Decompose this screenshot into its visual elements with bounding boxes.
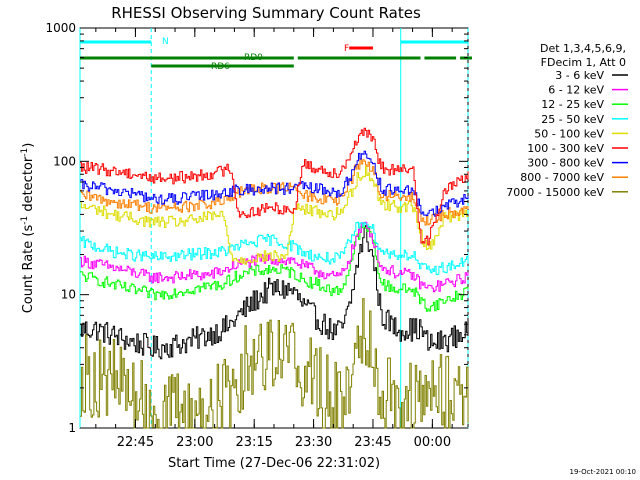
x-tick-label-0: 22:45: [117, 435, 154, 450]
y-tick-label-0: 1: [68, 421, 76, 435]
x-tick-label-1: 23:00: [176, 435, 213, 450]
series-line-6: [80, 150, 469, 217]
legend-label-8: 7000 - 15000 keV: [506, 186, 604, 199]
vertical-markers: [79, 28, 469, 428]
series-line-4: [80, 165, 469, 265]
series-line-3: [80, 221, 469, 276]
x-tick-label-2: 23:15: [235, 435, 272, 450]
legend-label-0: 3 - 6 keV: [555, 69, 604, 82]
flag-f-label: F: [344, 44, 349, 54]
flag-rd6-label: RD6: [211, 62, 230, 72]
x-tick-label-4: 23:45: [354, 435, 391, 450]
y-axis: 1 10 100 1000: [45, 21, 468, 435]
x-axis: 22:45 23:00 23:15 23:30 23:45 00:00: [95, 28, 453, 450]
legend-label-5: 100 - 300 keV: [527, 142, 604, 155]
y-tick-label-1: 10: [61, 288, 76, 302]
series-line-7: [80, 158, 469, 226]
y-axis-label: Count Rate (s-1 detector-1): [20, 143, 36, 314]
series-lines: [80, 127, 469, 429]
legend-label-2: 12 - 25 keV: [541, 98, 604, 111]
legend-label-6: 300 - 800 keV: [527, 157, 604, 170]
legend-header-2: FDecim 1, Att 0: [541, 56, 626, 69]
series-line-0: [80, 225, 469, 360]
x-tick-label-5: 00:00: [414, 435, 451, 450]
legend-label-1: 6 - 12 keV: [548, 84, 604, 97]
series-line-1: [80, 221, 469, 293]
legend: Det 1,3,4,5,6,9, FDecim 1, Att 0 3 - 6 k…: [506, 42, 628, 199]
chart-title: RHESSI Observing Summary Count Rates: [111, 4, 421, 22]
legend-label-3: 25 - 50 keV: [541, 113, 604, 126]
generation-timestamp: 19-Oct-2021 00:10: [570, 468, 636, 476]
y-tick-label-3: 1000: [45, 21, 76, 35]
x-tick-label-3: 23:30: [295, 435, 332, 450]
flag-rd0-label: RD0: [244, 53, 263, 63]
series-line-2: [80, 223, 469, 312]
flag-bars: N F RD0 RD6: [80, 37, 472, 72]
y-tick-label-2: 100: [53, 154, 76, 168]
flag-n-label: N: [162, 37, 169, 47]
x-axis-label: Start Time (27-Dec-06 22:31:02): [168, 456, 380, 471]
legend-label-4: 50 - 100 keV: [534, 127, 604, 140]
legend-header-1: Det 1,3,4,5,6,9,: [540, 42, 626, 55]
series-line-8: [80, 298, 469, 429]
legend-label-7: 800 - 7000 keV: [520, 171, 604, 184]
series-line-5: [80, 127, 469, 246]
